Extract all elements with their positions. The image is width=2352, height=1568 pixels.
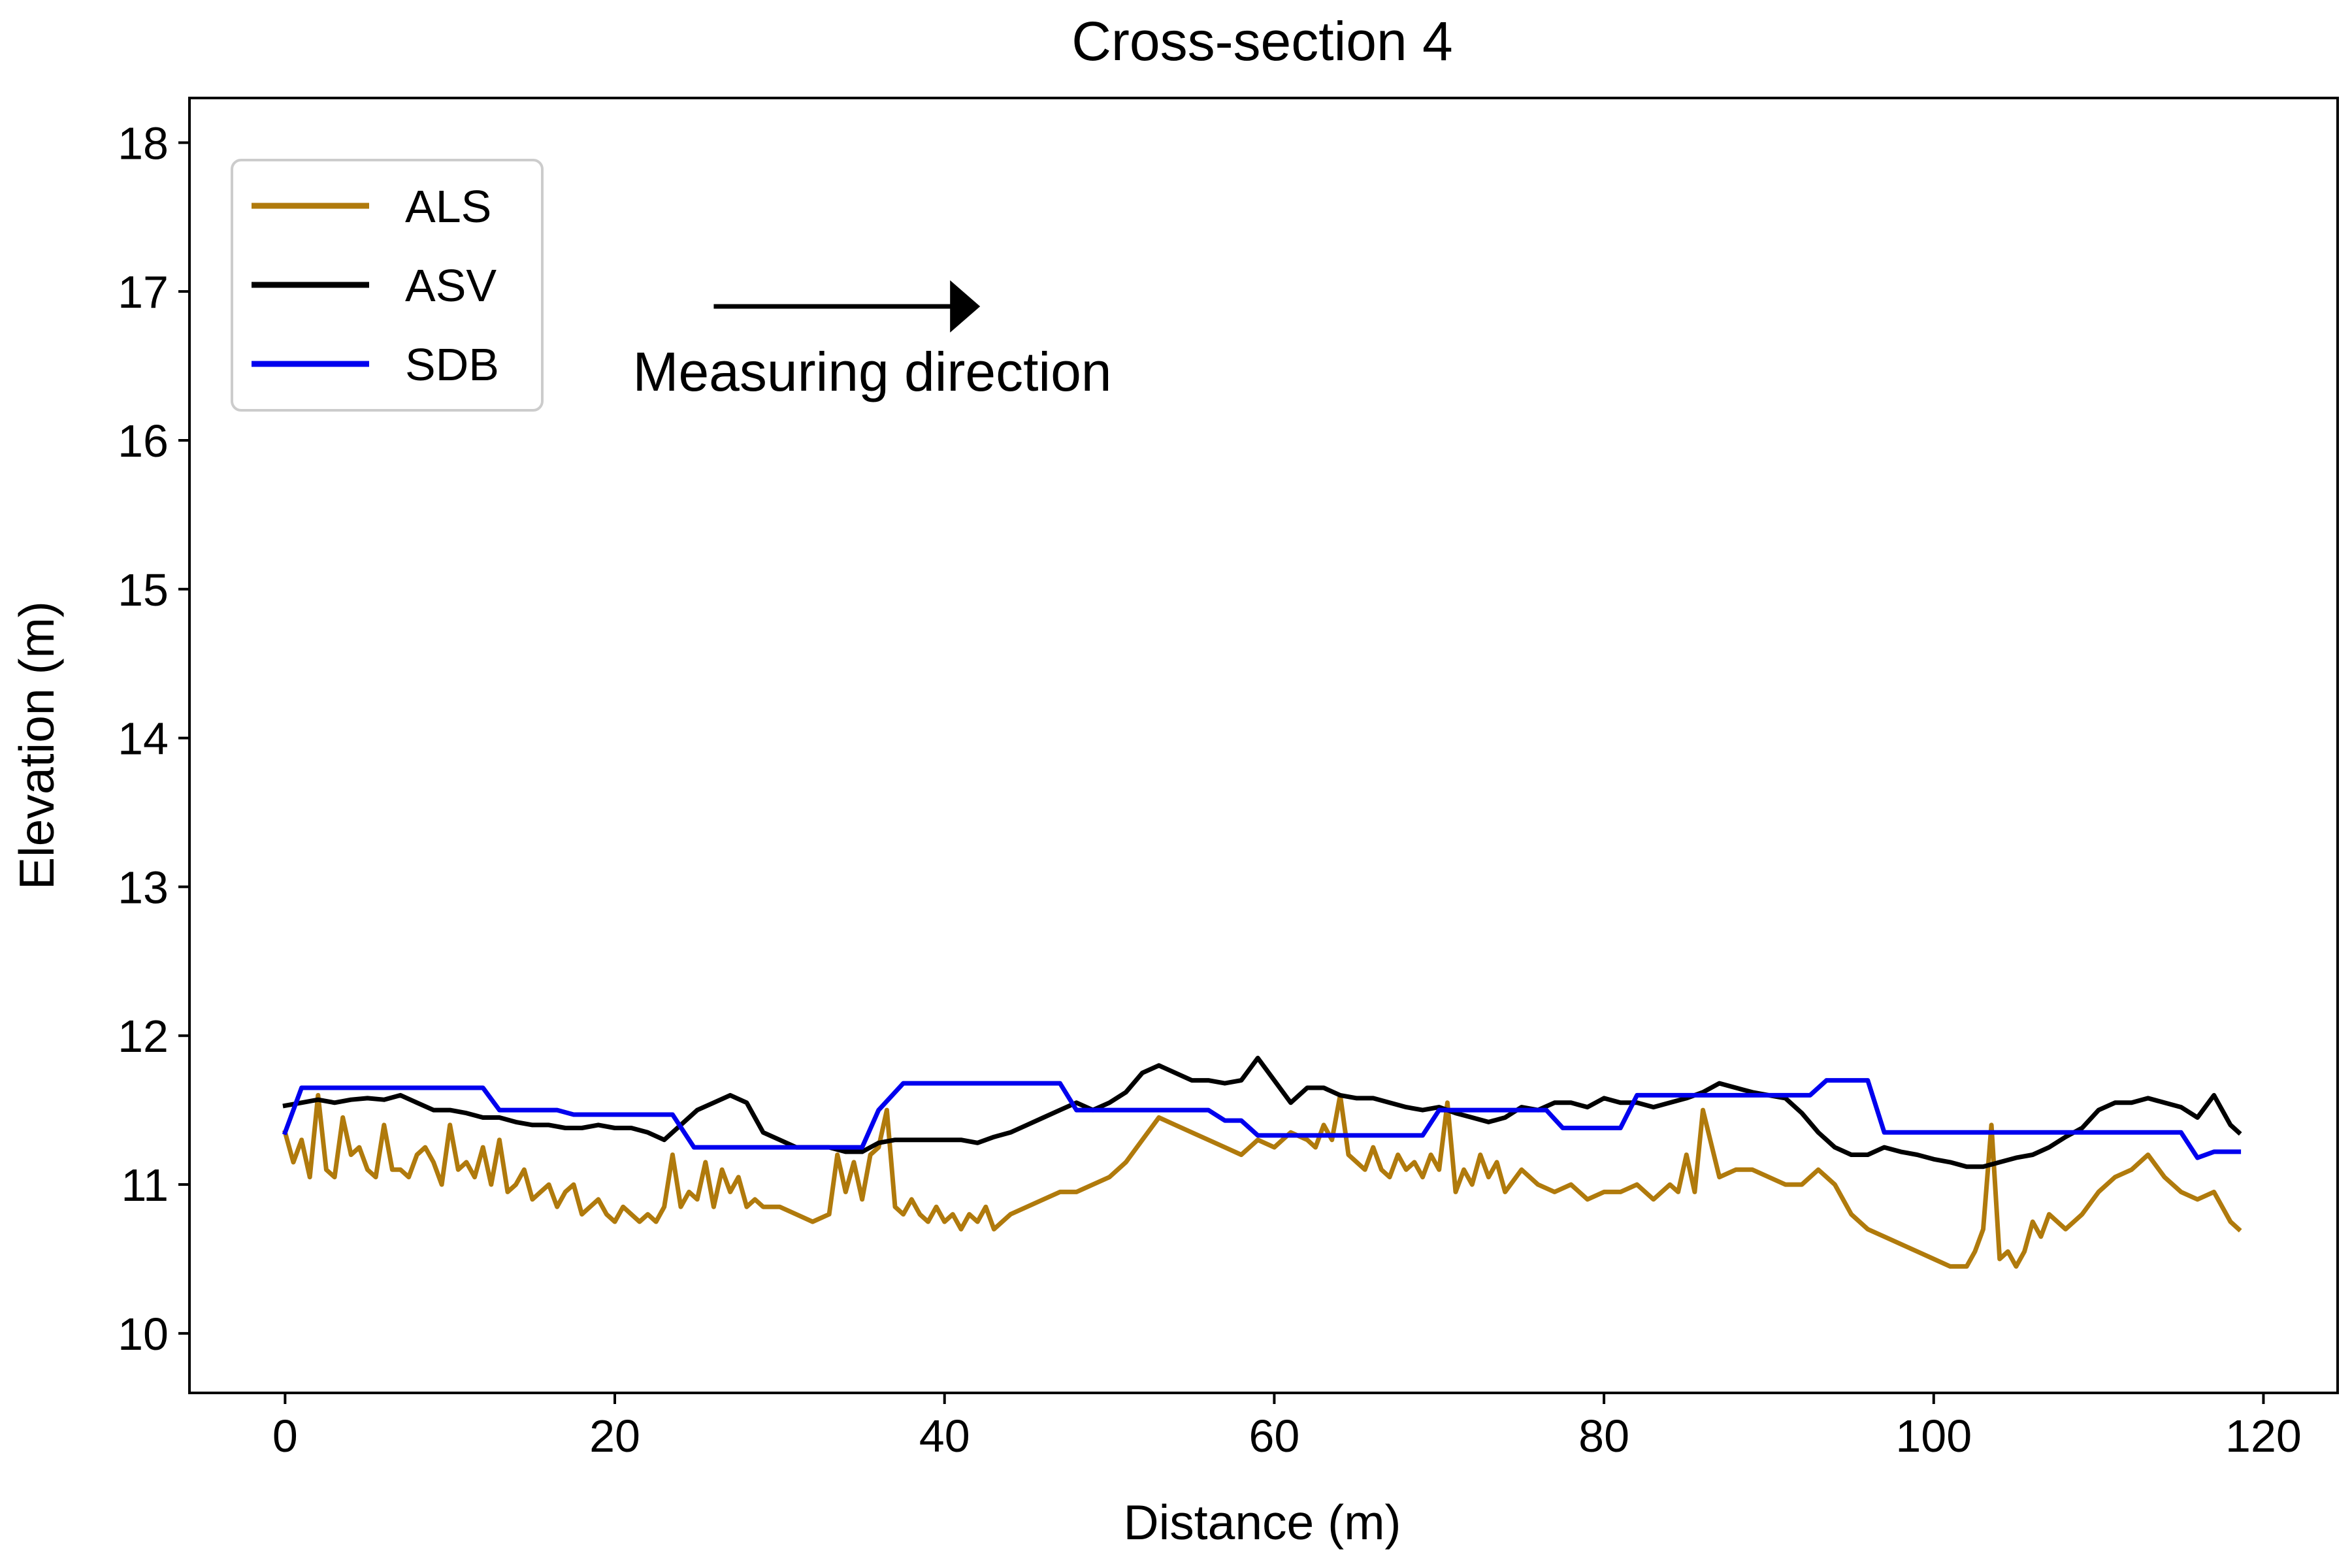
direction-arrow-head [950, 280, 981, 333]
legend-label-asv: ASV [405, 260, 497, 311]
legend-label-als: ALS [405, 181, 491, 232]
legend-label-sdb: SDB [405, 339, 499, 390]
y-tick-label: 10 [118, 1309, 169, 1360]
x-axis: 0 20 40 60 80 100 120 [272, 1393, 2302, 1462]
y-axis-label: Elevation (m) [9, 601, 64, 890]
y-tick-label: 17 [118, 267, 169, 318]
annotation-text: Measuring direction [632, 341, 1111, 402]
y-tick-label: 16 [118, 416, 169, 466]
x-tick-label: 100 [1895, 1411, 1972, 1462]
x-tick-label: 120 [2225, 1411, 2302, 1462]
y-tick-label: 15 [118, 564, 169, 615]
x-tick-label: 20 [589, 1411, 640, 1462]
series-line-asv [282, 1055, 2242, 1169]
y-tick-label: 12 [118, 1011, 169, 1062]
x-tick-label: 60 [1249, 1411, 1299, 1462]
legend-box [231, 159, 544, 412]
y-tick-label: 13 [118, 862, 169, 913]
plot-frame [188, 97, 2339, 1394]
x-tick-label: 0 [272, 1411, 298, 1462]
y-tick-label: 18 [118, 118, 169, 169]
series-line-sdb [282, 1078, 2242, 1160]
x-axis-label: Distance (m) [1123, 1495, 1401, 1550]
series-layer [282, 1055, 2242, 1269]
series-line-als [282, 1092, 2242, 1269]
x-tick-label: 80 [1578, 1411, 1629, 1462]
legend: ALS ASV SDB [231, 159, 544, 412]
y-tick-label: 11 [121, 1160, 169, 1211]
x-tick-label: 40 [919, 1411, 970, 1462]
measuring-direction-annotation: Measuring direction [632, 280, 1112, 402]
y-tick-label: 14 [118, 713, 169, 764]
y-axis: 10 11 12 13 14 15 16 17 18 [118, 118, 189, 1360]
chart-title: Cross-section 4 [1071, 10, 1453, 72]
